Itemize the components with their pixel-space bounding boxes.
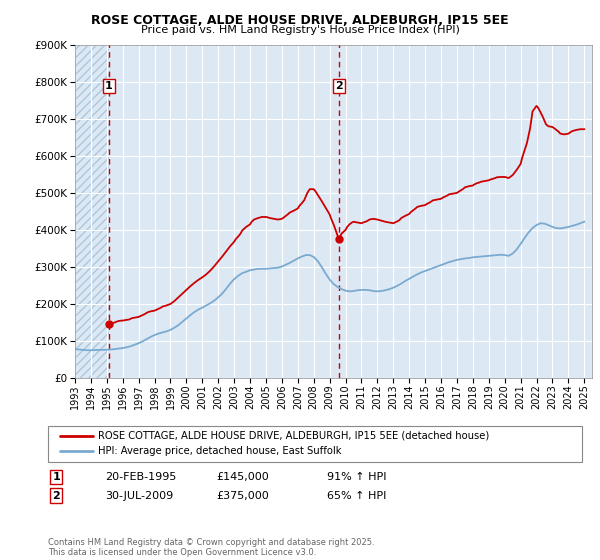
Text: 2: 2 (53, 491, 60, 501)
Text: Contains HM Land Registry data © Crown copyright and database right 2025.
This d: Contains HM Land Registry data © Crown c… (48, 538, 374, 557)
Text: 20-FEB-1995: 20-FEB-1995 (105, 472, 176, 482)
Text: £145,000: £145,000 (216, 472, 269, 482)
Text: ROSE COTTAGE, ALDE HOUSE DRIVE, ALDEBURGH, IP15 5EE: ROSE COTTAGE, ALDE HOUSE DRIVE, ALDEBURG… (91, 14, 509, 27)
Text: 1: 1 (105, 81, 113, 91)
Text: 2: 2 (335, 81, 343, 91)
Text: 1: 1 (53, 472, 60, 482)
Text: 30-JUL-2009: 30-JUL-2009 (105, 491, 173, 501)
Bar (75, 45, 109, 378)
Text: 65% ↑ HPI: 65% ↑ HPI (327, 491, 386, 501)
Text: 91% ↑ HPI: 91% ↑ HPI (327, 472, 386, 482)
Text: £375,000: £375,000 (216, 491, 269, 501)
Text: ROSE COTTAGE, ALDE HOUSE DRIVE, ALDEBURGH, IP15 5EE (detached house): ROSE COTTAGE, ALDE HOUSE DRIVE, ALDEBURG… (98, 431, 489, 441)
Text: Price paid vs. HM Land Registry's House Price Index (HPI): Price paid vs. HM Land Registry's House … (140, 25, 460, 35)
Text: HPI: Average price, detached house, East Suffolk: HPI: Average price, detached house, East… (98, 446, 341, 456)
